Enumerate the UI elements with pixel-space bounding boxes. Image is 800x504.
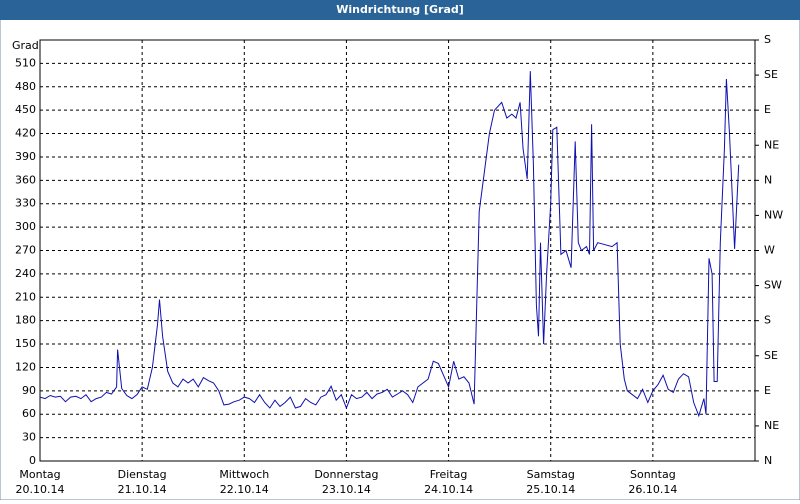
y2-tick-label: E	[764, 103, 771, 116]
x-tick-sublabel: 25.10.14	[526, 483, 575, 496]
x-tick-sublabel: 24.10.14	[424, 483, 473, 496]
x-tick-label: Sonntag	[630, 468, 676, 481]
y2-tick-label: E	[764, 384, 771, 397]
y-tick-label: 450	[15, 103, 36, 116]
x-tick-label: Freitag	[430, 468, 468, 481]
y-tick-label: 60	[22, 407, 36, 420]
y-axis-label: Grad	[12, 39, 39, 52]
y-tick-label: 510	[15, 56, 36, 69]
data-line	[39, 71, 740, 418]
y2-tick-label: N	[764, 173, 772, 186]
y-tick-label: 120	[15, 360, 36, 373]
y2-tick-label: NE	[764, 138, 779, 151]
y-tick-label: 90	[22, 384, 36, 397]
y-tick-label: 0	[29, 454, 36, 467]
y-tick-label: 360	[15, 173, 36, 186]
y2-tick-label: SE	[764, 68, 778, 81]
chart-title: Windrichtung [Grad]	[336, 3, 464, 16]
x-tick-sublabel: 26.10.14	[628, 483, 677, 496]
y-tick-label: 210	[15, 290, 36, 303]
x-tick-sublabel: 20.10.14	[16, 483, 65, 496]
y-tick-label: 150	[15, 337, 36, 350]
y-tick-label: 300	[15, 220, 36, 233]
y-tick-label: 240	[15, 267, 36, 280]
y-tick-label: 480	[15, 80, 36, 93]
y2-tick-label: NW	[764, 208, 783, 221]
title-bar	[0, 0, 800, 20]
y2-tick-label: NE	[764, 419, 779, 432]
x-tick-sublabel: 23.10.14	[322, 483, 371, 496]
y-tick-label: 270	[15, 244, 36, 257]
y2-tick-label: S	[764, 314, 771, 327]
x-tick-sublabel: 22.10.14	[220, 483, 269, 496]
x-tick-sublabel: 21.10.14	[118, 483, 167, 496]
x-tick-label: Mittwoch	[219, 468, 269, 481]
x-tick-label: Samstag	[527, 468, 575, 481]
y-tick-label: 390	[15, 150, 36, 163]
y2-tick-label: N	[764, 454, 772, 467]
y-tick-label: 30	[22, 431, 36, 444]
x-tick-label: Montag	[19, 468, 60, 481]
y-tick-label: 330	[15, 197, 36, 210]
y-tick-label: 420	[15, 127, 36, 140]
y2-tick-label: SW	[764, 279, 782, 292]
y2-tick-label: S	[764, 33, 771, 46]
y2-tick-label: W	[764, 244, 775, 257]
x-tick-label: Dienstag	[118, 468, 167, 481]
y2-tick-label: SE	[764, 349, 778, 362]
x-tick-label: Donnerstag	[314, 468, 378, 481]
y-tick-label: 180	[15, 314, 36, 327]
